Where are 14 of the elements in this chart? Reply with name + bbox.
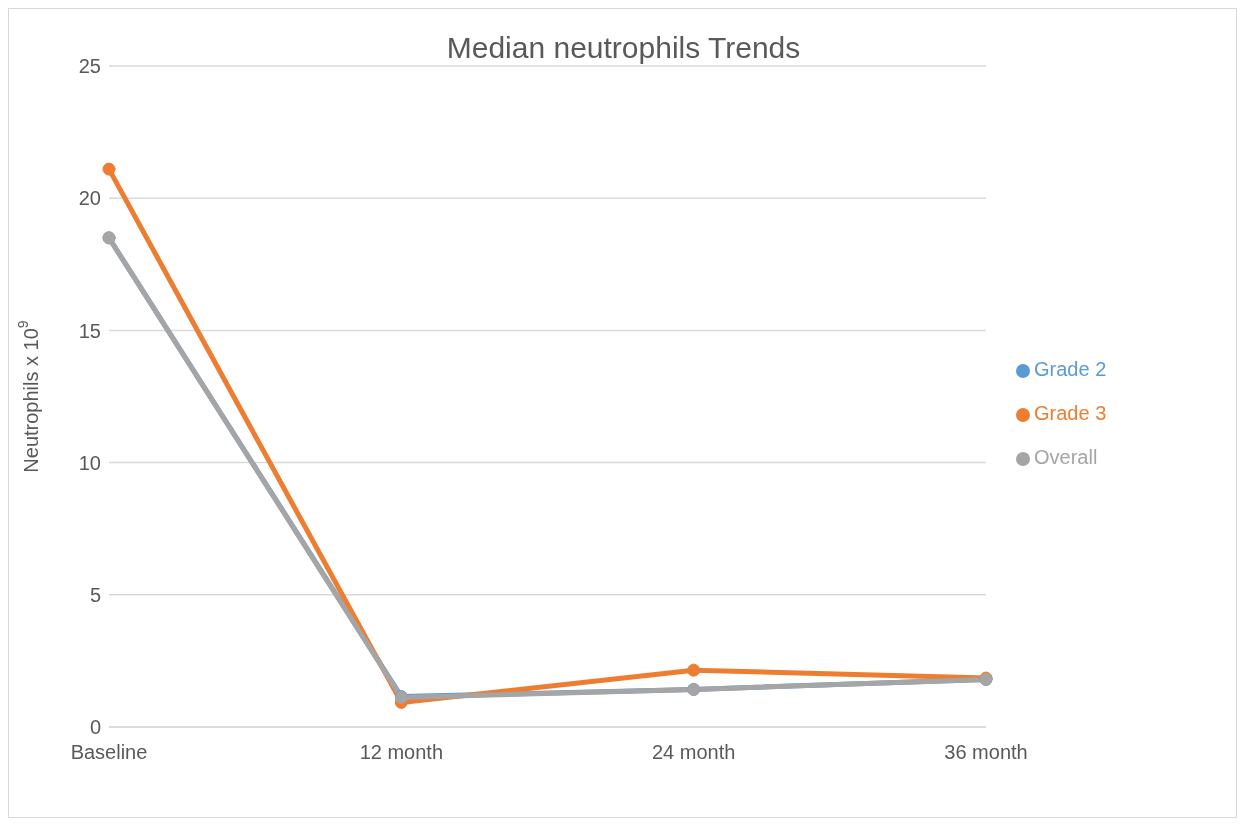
chart-title: Median neutrophils Trends [446,31,801,64]
legend-label: Overall [1034,446,1098,468]
x-tick-label: Baseline [70,741,148,764]
y-tick-label: 25 [78,55,101,78]
legend-label: Grade 3 [1034,402,1107,424]
y-tick-label: 5 [89,583,101,606]
y-tick-label: 15 [78,319,101,342]
y-tick-label: 10 [78,451,101,474]
x-tick-label: 36 month [944,741,1028,764]
legend-label: Grade 2 [1034,358,1107,380]
y-tick-label: 0 [89,716,101,739]
x-tick-label: 24 month [651,741,736,764]
x-tick-label: 12 month [359,741,444,764]
y-tick-label: 20 [78,187,101,210]
